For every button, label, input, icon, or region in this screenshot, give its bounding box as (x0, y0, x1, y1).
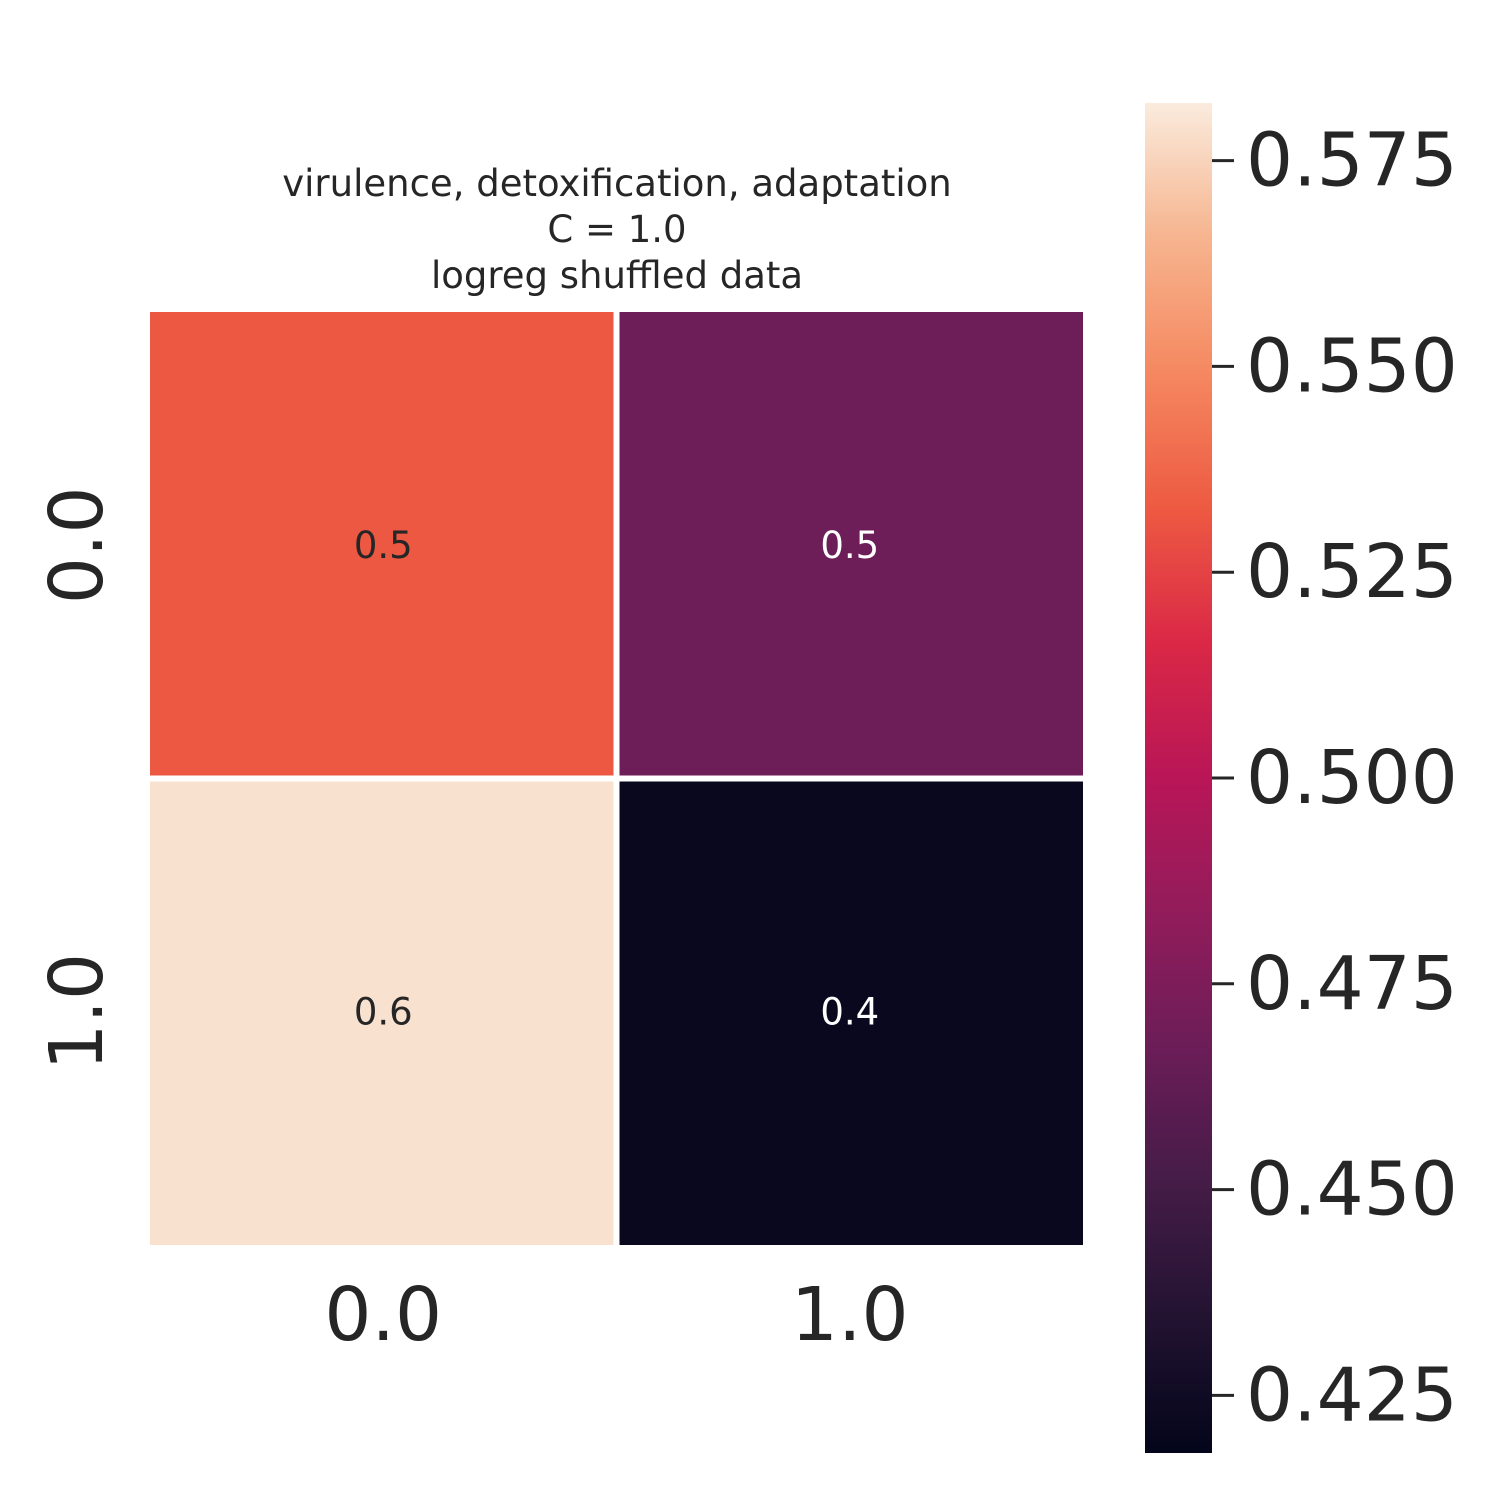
colorbar: 0.425 0.450 0.475 0.500 0.525 0.550 0.575 (1145, 103, 1458, 1453)
chart-title: virulence, detoxification, adaptation C … (282, 162, 952, 297)
colorbar-ticks: 0.425 0.450 0.475 0.500 0.525 0.550 0.575 (1212, 118, 1458, 1438)
cell-annotation-r1-c0: 0.6 (354, 990, 413, 1033)
x-tick-label: 1.0 (791, 1272, 909, 1358)
heatmap-cell-r1-c0 (150, 781, 614, 1245)
y-tick-label: 0.0 (34, 486, 120, 604)
heatmap-cell-r0-c1 (619, 312, 1083, 776)
cell-annotation-r0-c1: 0.5 (820, 524, 879, 567)
heatmap-cell-r0-c0 (150, 312, 614, 776)
colorbar-tick-label: 0.425 (1246, 1352, 1458, 1438)
x-axis-ticks: 0.0 1.0 (324, 1272, 908, 1358)
colorbar-tick-label: 0.575 (1246, 118, 1458, 204)
title-line-3: logreg shuffled data (431, 254, 803, 297)
colorbar-tick-label: 0.525 (1246, 529, 1458, 615)
title-line-2: C = 1.0 (547, 208, 686, 251)
heatmap-cells (150, 312, 1083, 1245)
y-tick-label: 1.0 (34, 953, 120, 1071)
cell-annotations: 0.5 0.5 0.6 0.4 (354, 524, 879, 1034)
colorbar-gradient (1145, 103, 1212, 1453)
colorbar-tick-label: 0.500 (1246, 735, 1458, 821)
heatmap-cell-r1-c1 (619, 781, 1083, 1245)
colorbar-tick-label: 0.475 (1246, 941, 1458, 1027)
cell-annotation-r1-c1: 0.4 (820, 990, 879, 1033)
colorbar-tick-label: 0.450 (1246, 1147, 1458, 1233)
title-line-1: virulence, detoxification, adaptation (282, 162, 952, 205)
colorbar-tick-label: 0.550 (1246, 323, 1458, 409)
x-tick-label: 0.0 (324, 1272, 442, 1358)
cell-annotation-r0-c0: 0.5 (354, 524, 413, 567)
y-axis-ticks: 0.0 1.0 (34, 486, 120, 1070)
